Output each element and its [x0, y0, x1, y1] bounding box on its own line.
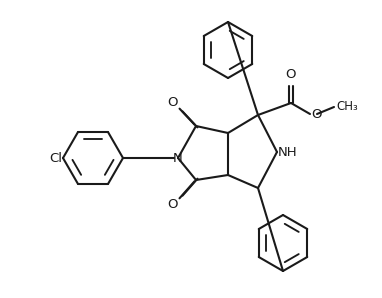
- Text: Cl: Cl: [49, 151, 62, 164]
- Text: O: O: [286, 68, 296, 81]
- Text: CH₃: CH₃: [336, 100, 358, 114]
- Text: N: N: [173, 151, 183, 164]
- Text: NH: NH: [278, 145, 298, 159]
- Text: O: O: [167, 97, 177, 109]
- Text: O: O: [167, 198, 177, 212]
- Text: O: O: [311, 108, 322, 120]
